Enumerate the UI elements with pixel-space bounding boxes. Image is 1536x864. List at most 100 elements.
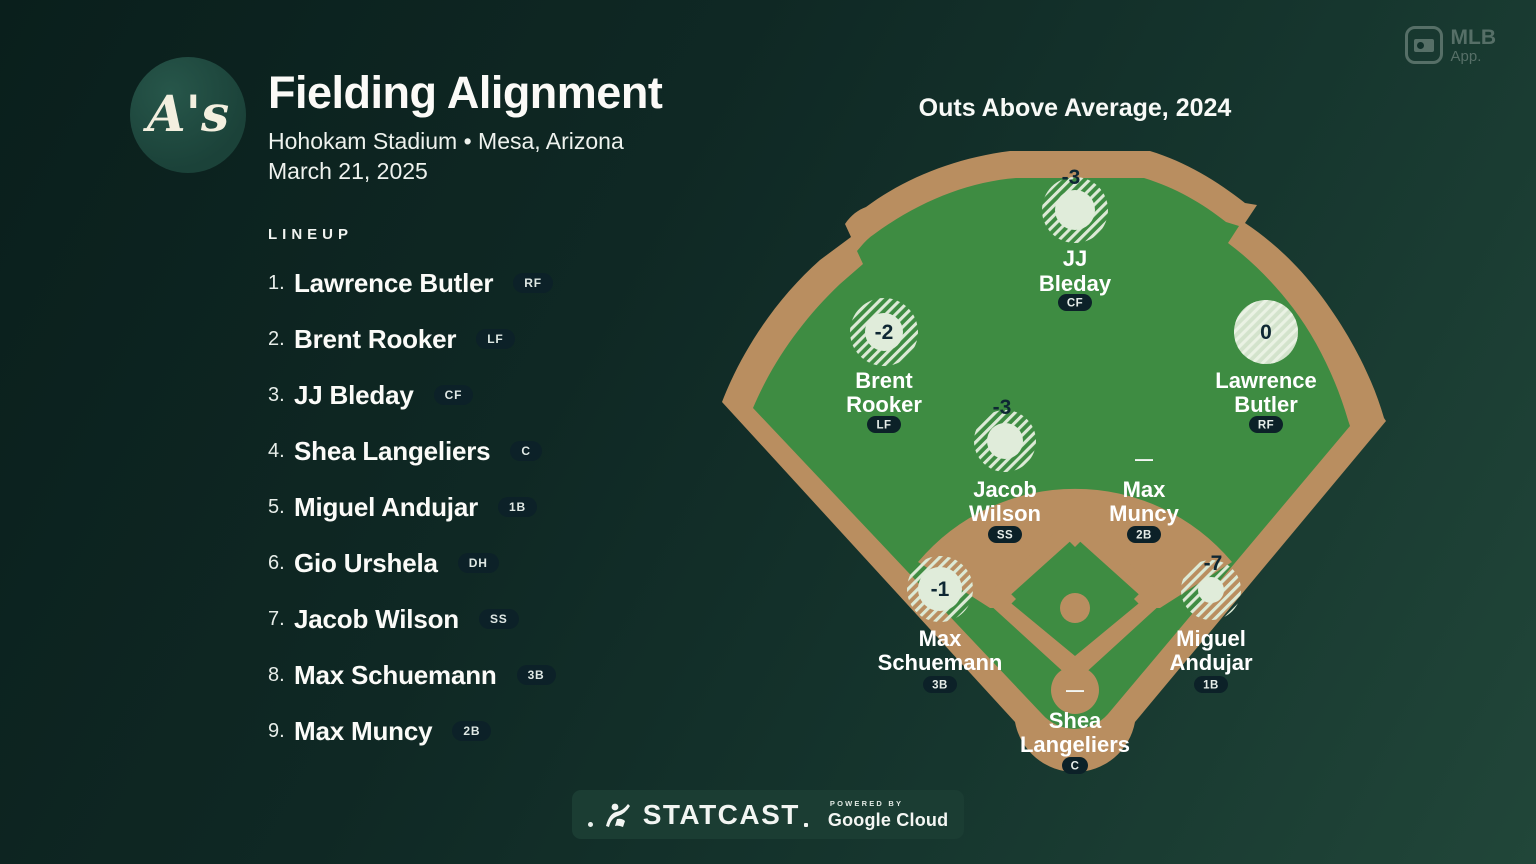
lineup-row: 1. Lawrence Butler RF [268,255,556,311]
fielder-marker [918,567,962,611]
position-badge: LF [476,328,515,350]
fielder-marker [987,423,1023,459]
fielder-1b: -7 Miguel Andujar 1B [1169,552,1253,693]
fielder-name-line1: Jacob [973,477,1037,502]
lineup-player-name: JJ Bleday [294,379,414,410]
oaa-value: 0 [1260,321,1272,344]
position-badge [1127,526,1161,543]
fielder-3b: -1 Max Schuemann 3B [878,556,1003,693]
fielder-marker [1198,577,1224,603]
fielder-name-line1: Miguel [1176,626,1246,651]
oaa-value: -1 [931,578,950,601]
powered-by-label: POWERED BY [829,799,904,809]
oaa-value: -2 [875,321,894,344]
position-badge: CF [433,384,474,406]
lineup-row: 7. Jacob Wilson SS [268,591,556,647]
date-line: March 21, 2025 [268,157,428,184]
mlb-app-line1: MLB [1450,25,1497,49]
fielder-name-line1: Max [919,626,963,651]
lineup-row: 8. Max Schuemann 3B [268,647,556,703]
fielder-name-line2: Bleday [1039,271,1112,296]
statcast-wordmark: STATCAST [642,798,800,830]
mlb-logo-icon [1413,38,1434,52]
lineup-order: 1. [268,271,285,294]
position-badge [1194,676,1228,693]
title-block: Fielding Alignment Hohokam Stadium • Mes… [268,67,663,185]
position-badge [867,416,901,433]
fielder-marker [865,313,903,351]
lineup-player-name: Brent Rooker [294,323,457,354]
fielder-c: — Shea Langeliers C [1020,680,1130,774]
position-badge-label: LF [876,420,891,432]
athletics-logo-text: A's [146,83,230,143]
venue-line: Hohokam Stadium • Mesa, Arizona [268,128,624,154]
lineup-row: 5. Miguel Andujar 1B [268,479,556,535]
statcast-banner: STATCAST POWERED BY Google Cloud [572,790,964,839]
mlb-app-words: MLB App. [1451,27,1497,64]
lineup-row: 6. Gio Urshela DH [268,535,556,591]
position-badge-label: CF [1067,298,1083,310]
google-cloud-lockup: POWERED BY Google Cloud [828,800,948,829]
lineup-player-name: Max Muncy [294,715,433,746]
position-badge [1058,294,1092,311]
statcast-trademark-dot [803,823,808,827]
lineup-order: 6. [268,551,285,574]
position-badge-label: SS [997,530,1013,542]
position-badge-label: C [1071,761,1080,773]
lineup-order: 2. [268,327,285,350]
mlb-batter-icon [605,803,630,827]
position-badge-label: 2B [1136,530,1152,542]
oaa-value: — [1066,680,1084,700]
lineup-player-name: Jacob Wilson [294,603,459,634]
fielder-name-line1: Brent [855,368,913,393]
position-badge [988,526,1022,543]
oaa-value: -3 [993,396,1012,419]
position-badge-label: 1B [1203,680,1219,692]
ballfield [722,151,1386,772]
position-badge [1062,757,1088,774]
fielder-name-line2: Schuemann [878,650,1003,675]
fielder-name-line2: Muncy [1109,501,1179,526]
position-badge: 3B [516,664,556,686]
position-badge: 1B [498,496,537,518]
position-badge: C [510,440,542,462]
lineup-player-name: Shea Langeliers [294,435,491,466]
fielder-cf: -3 JJ Bleday CF [1039,166,1112,311]
fielder-lf: -2 Brent Rooker LF [846,298,922,433]
oaa-value: -7 [1204,552,1223,575]
fielder-name-line2: Andujar [1169,650,1253,675]
mlb-app-badge: MLB App. [1404,26,1497,64]
lineup-order: 3. [268,383,285,406]
fielder-2b: — Max Muncy 2B [1109,449,1180,543]
google-cloud-label: Google Cloud [827,809,949,830]
oaa-value: — [1135,449,1153,469]
fielder-name-line2: Langeliers [1020,732,1130,757]
pitchers-mound [1060,593,1090,623]
position-badge: SS [478,608,519,630]
lineup-order: 7. [268,607,285,630]
lineup-row: 2. Brent Rooker LF [268,311,556,367]
lineup-order: 4. [268,439,285,462]
lineup-heading: LINEUP [268,226,354,243]
oaa-value: -3 [1062,166,1081,189]
home-plate-circle [1051,666,1099,714]
fielder-range-hatch [1234,300,1298,364]
second-base [1065,527,1085,547]
fielder-name-line2: Rooker [846,392,922,417]
first-base [1134,589,1154,609]
lineup-player-name: Lawrence Butler [294,267,494,298]
lineup-player-name: Max Schuemann [294,659,497,690]
lineup-row: 9. Max Muncy 2B [268,703,556,759]
position-badge-label: RF [1258,420,1274,432]
fielder-ss: -3 Jacob Wilson SS [969,396,1041,543]
lineup-player-name: Miguel Andujar [294,491,479,522]
lineup-order: 9. [268,719,285,742]
fielder-rf: 0 Lawrence Butler RF [1215,300,1317,433]
page-title: Fielding Alignment [268,67,663,118]
fielder-name-line1: Shea [1049,708,1102,733]
position-badge: RF [513,272,553,294]
lineup-panel: LINEUP 1. Lawrence Butler RF 2. Brent Ro… [268,226,556,759]
mlb-app-icon [1404,26,1443,64]
fielder-name-line1: JJ [1063,246,1087,271]
